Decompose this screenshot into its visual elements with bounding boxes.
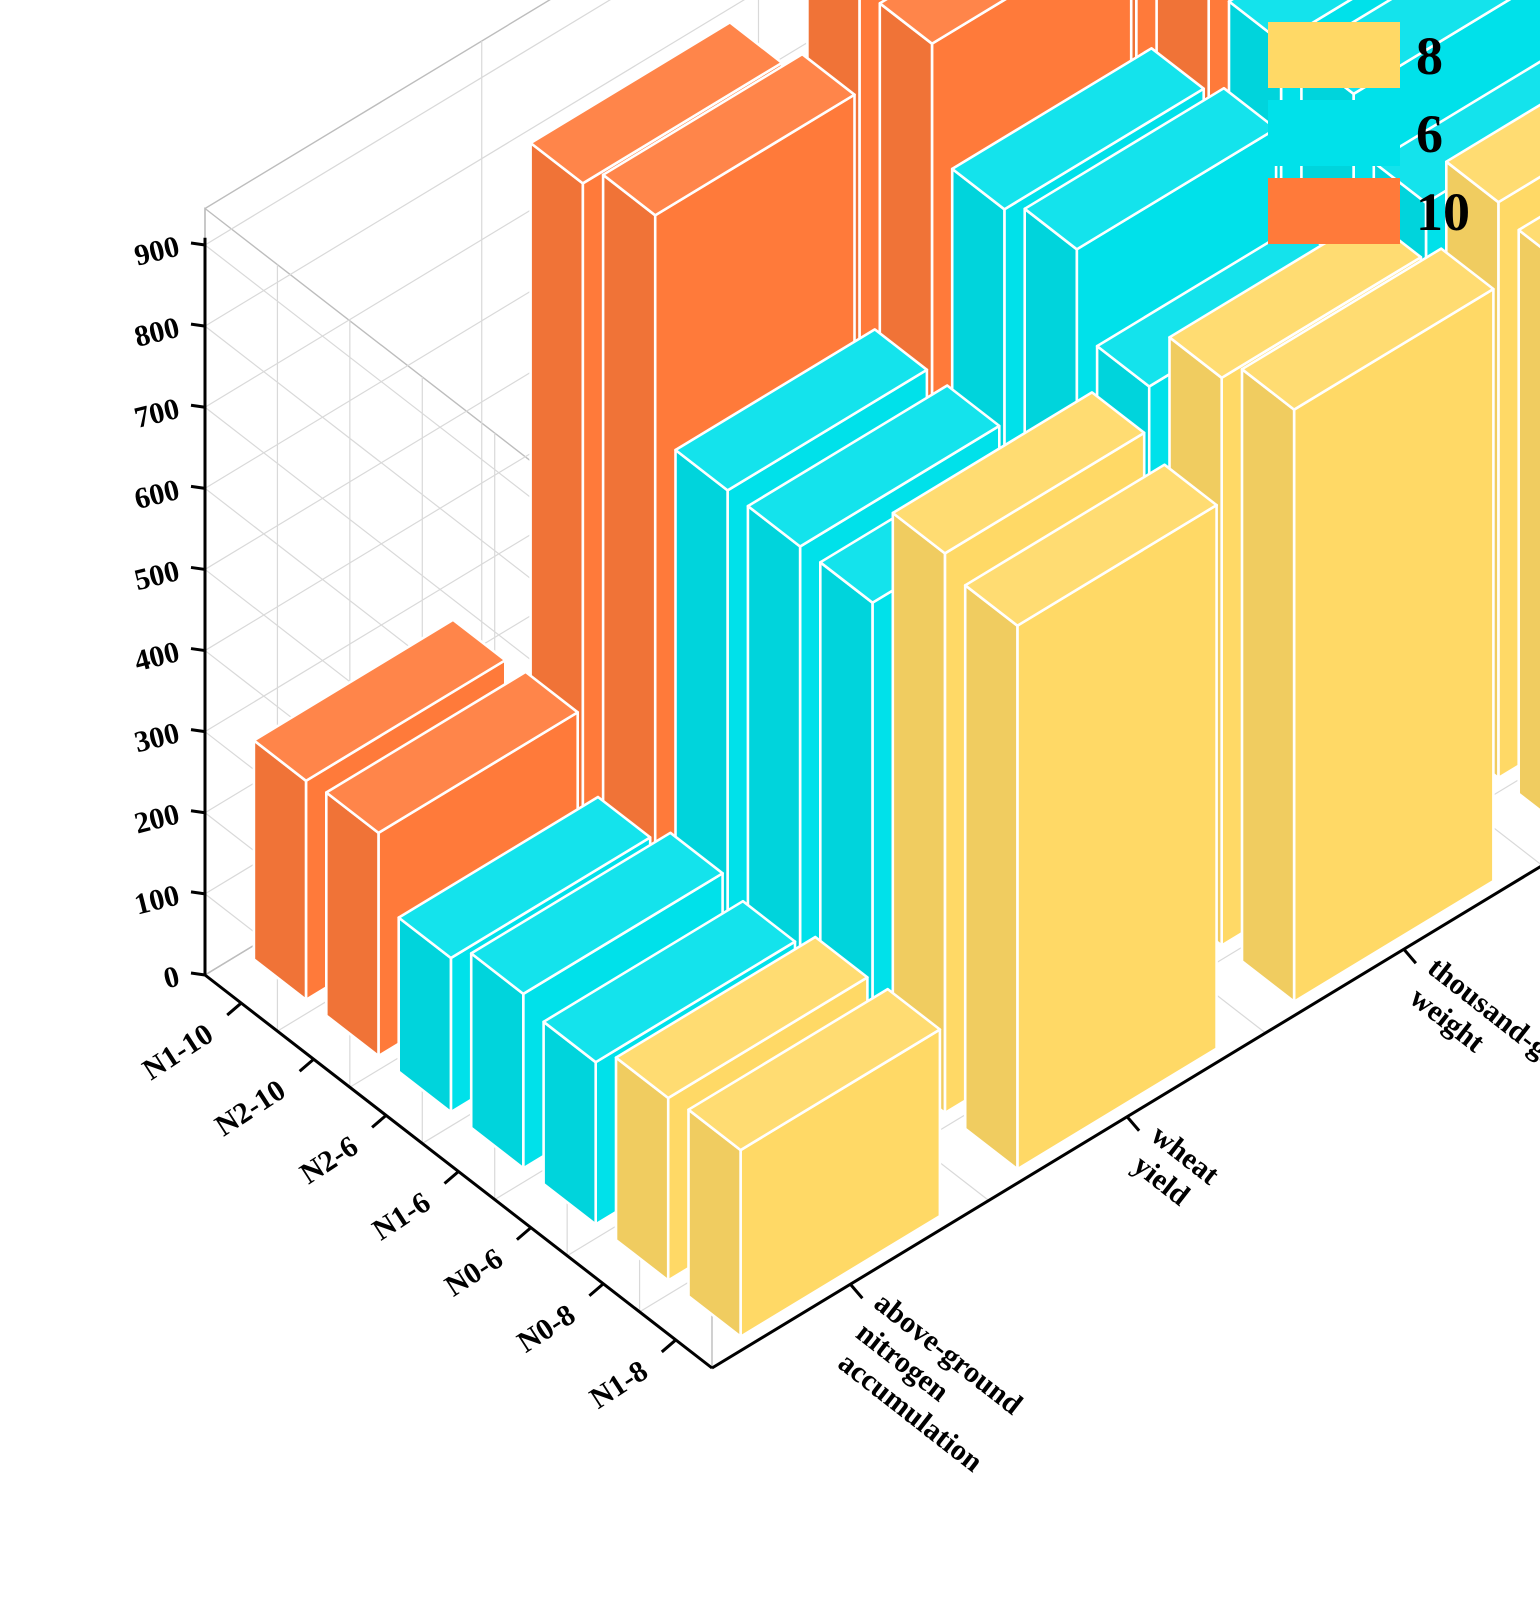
group-label: N1-10: [137, 1017, 219, 1086]
left-tick-label: 100: [131, 879, 183, 922]
left-tick-label: 800: [131, 311, 183, 354]
group-label: N2-6: [294, 1130, 364, 1191]
bar-side-face: [601, 173, 657, 890]
left-tick: [190, 647, 206, 653]
category-tick: [1402, 948, 1418, 965]
bar-top-face: [1227, 0, 1353, 44]
bar-N1-8-tgw: [1240, 247, 1495, 1004]
bar-top-face: [601, 52, 856, 217]
left-tick-label: 0: [160, 960, 183, 996]
group-tick: [588, 1282, 605, 1297]
left-tick: [190, 241, 206, 247]
bar-top-face: [878, 0, 1007, 46]
bar-top-face: [1517, 215, 1540, 249]
bar-N1-8-nitrogen: [687, 987, 942, 1338]
left-tick-label: 200: [131, 798, 183, 841]
left-tick: [190, 565, 206, 571]
legend-swatch-6: [1268, 100, 1400, 166]
bar-N1-8-dry: [1517, 215, 1540, 812]
bar-top-face: [614, 935, 869, 1100]
category-tick: [1125, 1115, 1141, 1132]
group-tick: [371, 1114, 388, 1129]
chart-axes: [190, 237, 1540, 1370]
bar-top-face: [963, 463, 1218, 628]
legend-label-10: 10: [1416, 182, 1470, 242]
legend-swatch-10: [1268, 178, 1400, 244]
group-tick: [515, 1226, 532, 1241]
left-tick: [190, 403, 206, 409]
bar-N1-8-yield: [963, 463, 1218, 1171]
group-label: N2-10: [209, 1073, 291, 1142]
bar-top-face: [674, 328, 929, 492]
bar-top-face: [469, 831, 724, 996]
group-label: N0-8: [511, 1298, 581, 1359]
bar-top-face: [1240, 247, 1495, 411]
group-tick: [660, 1338, 677, 1354]
legend-swatch-8: [1268, 22, 1400, 88]
bar-top-face: [891, 391, 1146, 555]
bar-side-face: [252, 739, 308, 1002]
left-tick: [190, 890, 206, 896]
left-tick-label: 700: [131, 392, 183, 435]
group-label: N1-6: [367, 1186, 437, 1247]
bar-top-face: [687, 987, 942, 1152]
bar-top-face: [1168, 215, 1423, 380]
left-tick-label: 600: [131, 473, 183, 516]
left-tick: [190, 809, 206, 815]
left-tick: [190, 322, 206, 328]
grid-line: [204, 0, 611, 246]
chart-legend: 8 6 10: [1268, 22, 1470, 244]
group-label: N1-8: [584, 1354, 654, 1415]
category-tick: [849, 1283, 864, 1300]
bar-side-face: [963, 583, 1019, 1171]
bar-top-face: [324, 670, 580, 835]
group-tick: [298, 1058, 315, 1073]
left-tick: [190, 728, 206, 734]
left-tick-label: 900: [131, 230, 183, 273]
bar-top-face: [1372, 60, 1540, 205]
left-tick-label: 300: [131, 716, 183, 759]
bar-top-face: [252, 618, 507, 783]
category-axis-line: [711, 865, 1540, 1370]
bar-top-face: [529, 21, 784, 185]
bar-side-face: [1517, 228, 1540, 812]
left-tick-label: 400: [131, 635, 183, 678]
bar-top-face: [1445, 103, 1540, 204]
grid-line: [204, 0, 745, 327]
left-tick-label: 500: [131, 554, 183, 597]
group-label: N0-6: [439, 1242, 509, 1303]
bar-top-face: [746, 384, 1001, 548]
legend-label-8: 8: [1416, 26, 1443, 86]
bar-top-face: [397, 795, 652, 960]
left-tick: [190, 484, 206, 490]
bar-side-face: [1240, 367, 1296, 1004]
group-tick: [226, 1001, 243, 1017]
bar-front-face: [1292, 287, 1495, 1004]
bar-top-face: [542, 899, 797, 1064]
left-tick: [190, 971, 206, 977]
legend-label-6: 6: [1416, 104, 1443, 164]
bar-top-face: [950, 46, 1205, 211]
bar-side-face: [324, 791, 380, 1058]
group-tick: [443, 1170, 460, 1185]
